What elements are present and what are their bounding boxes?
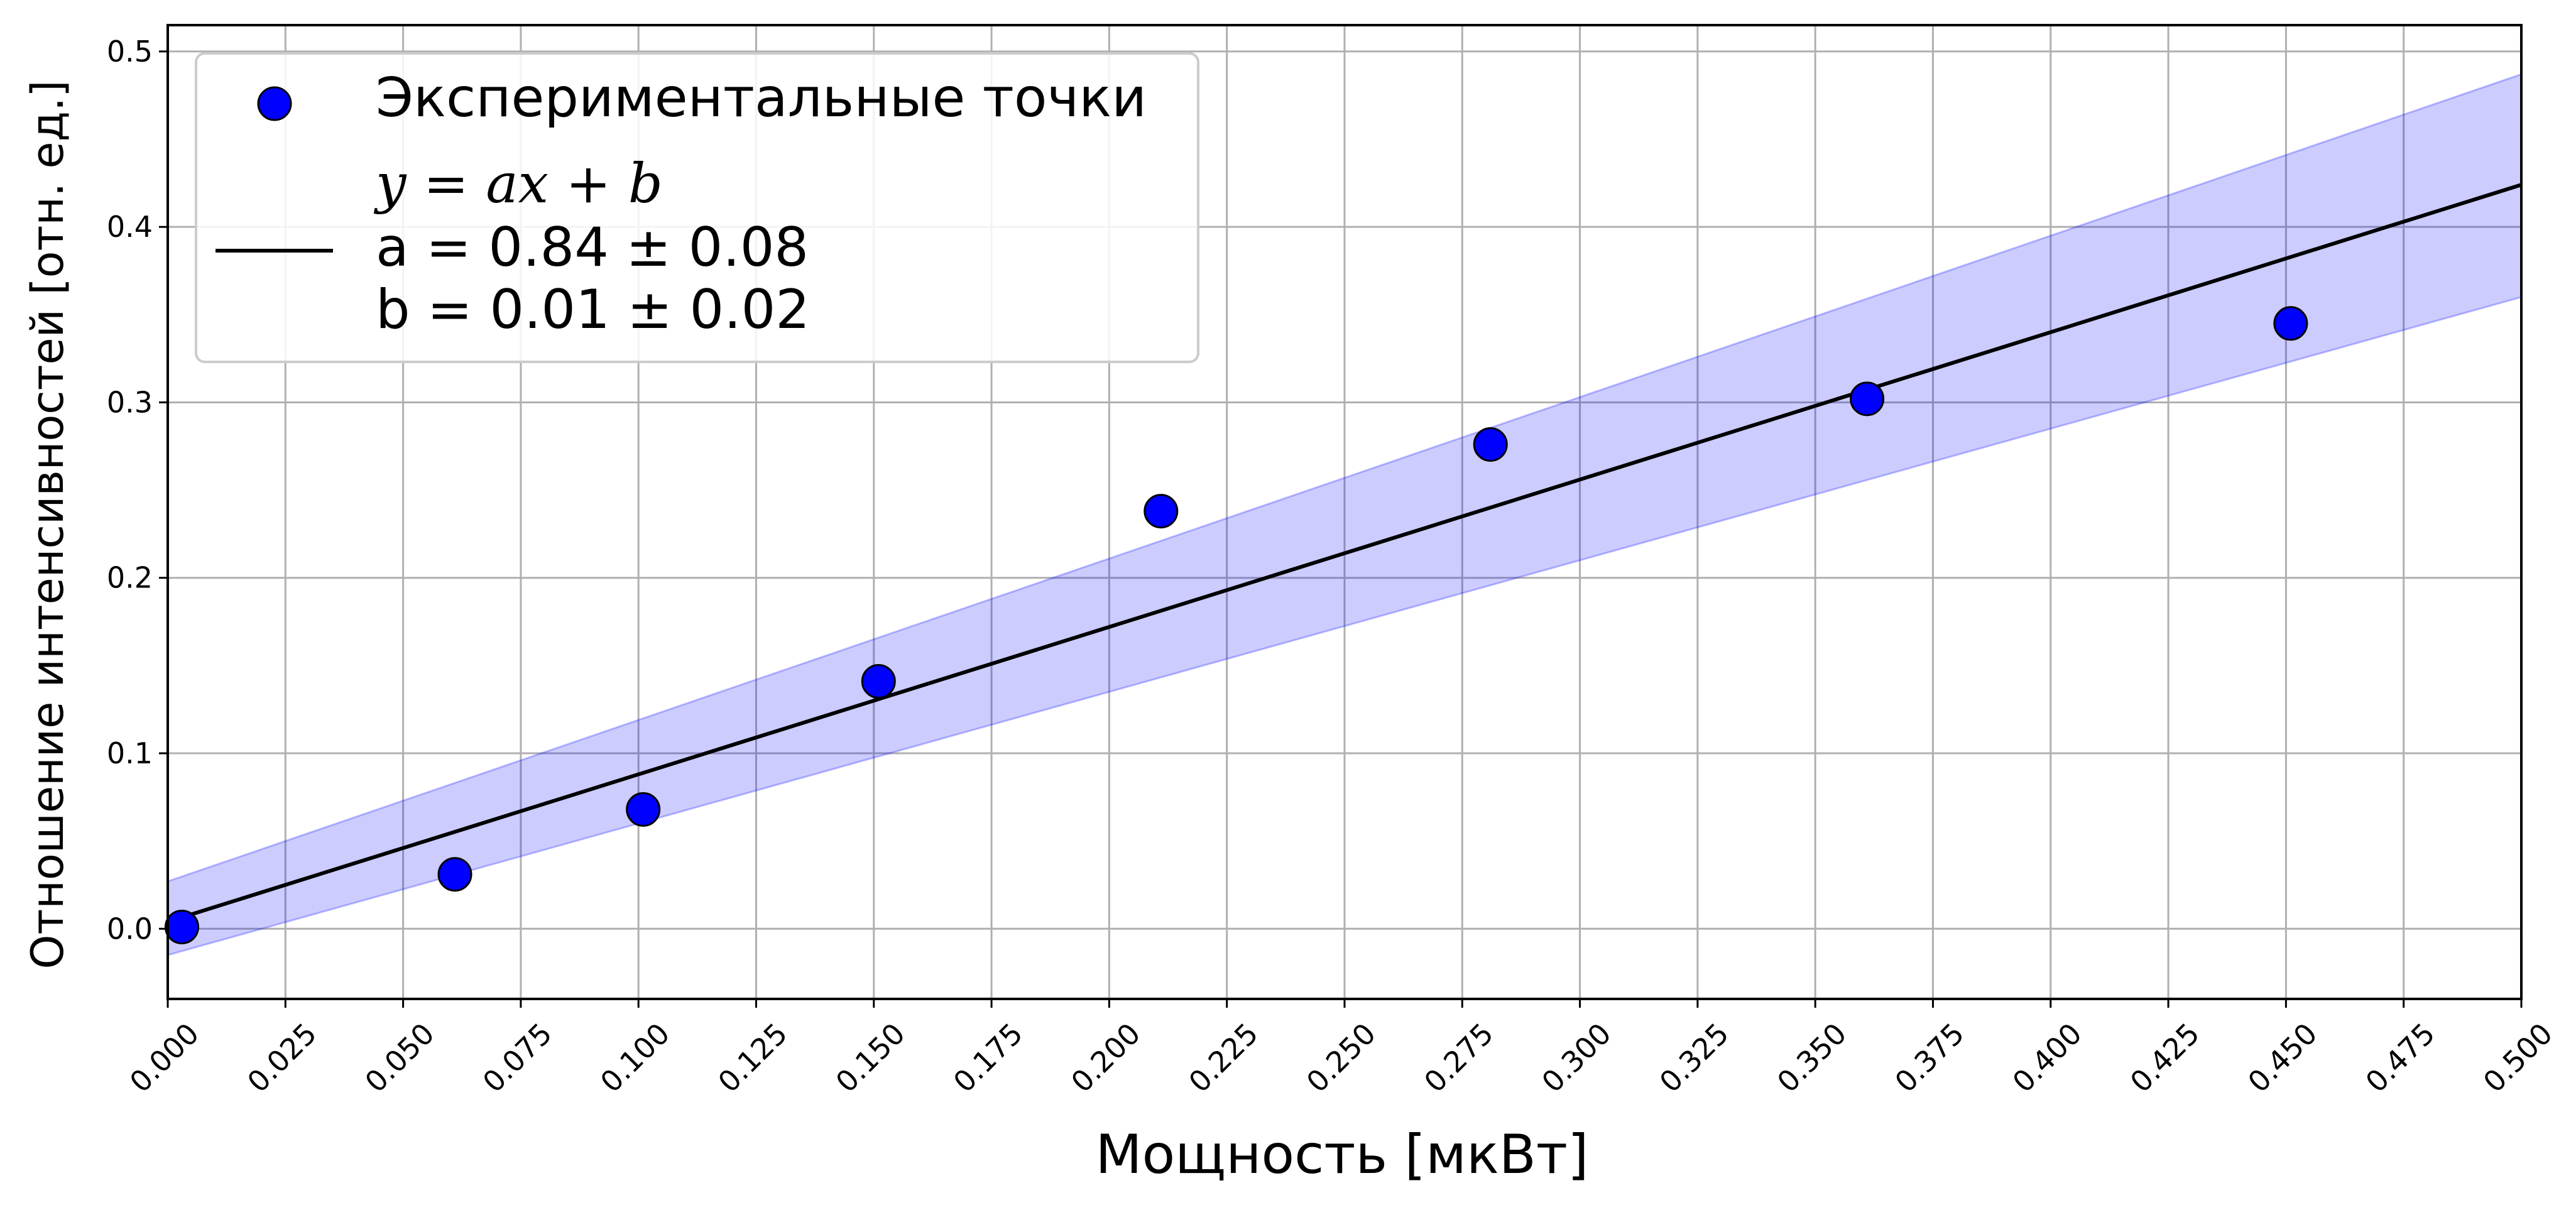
data-point <box>626 792 661 827</box>
y-tick-label: 0.0 <box>107 912 153 946</box>
y-axis-label: Отношение интенсивностей [отн. ед.] <box>22 80 74 969</box>
legend: Экспериментальные точки y = ax + b a = 0… <box>195 52 1199 363</box>
legend-fit-equation: y = ax + b <box>373 153 663 215</box>
data-point <box>437 857 472 892</box>
data-point <box>2273 306 2308 341</box>
legend-fit-slope: a = 0.84 ± 0.08 <box>376 216 809 279</box>
legend-scatter-marker <box>257 86 292 121</box>
y-tick-layer: 0.0 0.1 0.2 0.3 0.4 0.5 <box>107 35 168 946</box>
data-point <box>1850 381 1885 417</box>
y-tick-label: 0.2 <box>107 561 153 595</box>
fit-line-layer <box>167 183 2522 924</box>
fit-line <box>167 183 2522 924</box>
y-tick-label: 0.1 <box>107 736 153 770</box>
y-tick-label: 0.3 <box>107 385 153 419</box>
data-point-layer <box>164 306 2308 944</box>
data-point <box>861 664 896 699</box>
data-point <box>1143 494 1179 529</box>
data-point <box>1473 427 1508 462</box>
y-tick-label: 0.5 <box>107 35 153 68</box>
data-point <box>164 909 199 944</box>
x-axis-label: Мощность [мкВт] <box>1095 1123 1588 1186</box>
y-tick-label: 0.4 <box>107 210 153 244</box>
legend-fit-intercept: b = 0.01 ± 0.02 <box>376 278 810 341</box>
legend-frame <box>195 52 1199 363</box>
legend-scatter-label: Экспериментальные точки <box>376 67 1147 129</box>
